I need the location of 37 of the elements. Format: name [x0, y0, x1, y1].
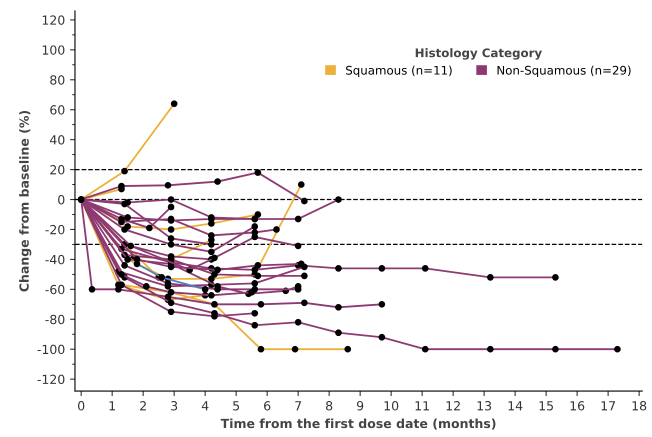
y-tick-label: 20 — [50, 165, 64, 175]
x-tick-label: 1 — [110, 401, 115, 410]
y-tick-label: 100 — [42, 45, 64, 55]
y-tick-label: 0 — [58, 194, 64, 204]
y-tick-label: -100 — [38, 344, 64, 354]
y-tick-label: -80 — [45, 314, 64, 324]
x-tick-label: 18 — [632, 401, 646, 411]
y-tick-label: -120 — [38, 374, 64, 384]
x-axis-title: Time from the first dose date (months) — [220, 418, 496, 430]
x-tick-label: 2 — [140, 401, 146, 410]
x-tick-label: 6 — [264, 401, 270, 411]
x-tick-label: 12 — [446, 401, 460, 410]
y-tick-label: -20 — [45, 224, 64, 234]
x-tick-label: 10 — [384, 401, 398, 411]
x-tick-label: 11 — [416, 401, 429, 410]
x-tick-label: 17 — [602, 401, 616, 410]
x-tick-label: 7 — [295, 401, 302, 410]
legend-label: Non-Squamous (n=29) — [498, 66, 631, 78]
x-tick-label: 13 — [478, 401, 492, 411]
y-tick-label: 40 — [50, 135, 64, 145]
x-tick-label: 9 — [356, 401, 364, 411]
y-tick-label: -60 — [45, 284, 64, 294]
y-tick-label: 120 — [42, 15, 64, 25]
x-tick-label: 3 — [171, 401, 178, 411]
y-tick-label: 60 — [50, 105, 64, 115]
x-tick-label: 15 — [540, 401, 553, 411]
x-tick-label: 5 — [233, 401, 240, 411]
x-tick-label: 4 — [202, 401, 208, 410]
legend-label: Squamous (n=11) — [346, 66, 452, 78]
y-axis-title: Change from baseline (%) — [19, 110, 32, 292]
y-tick-label: 80 — [50, 75, 64, 85]
x-tick-label: 14 — [508, 401, 522, 410]
x-tick-label: 0 — [78, 401, 84, 411]
y-tick-label: -40 — [45, 254, 64, 264]
x-tick-label: 16 — [570, 401, 584, 411]
legend-title: Histology Category — [416, 48, 542, 60]
x-tick-label: 8 — [326, 401, 332, 411]
